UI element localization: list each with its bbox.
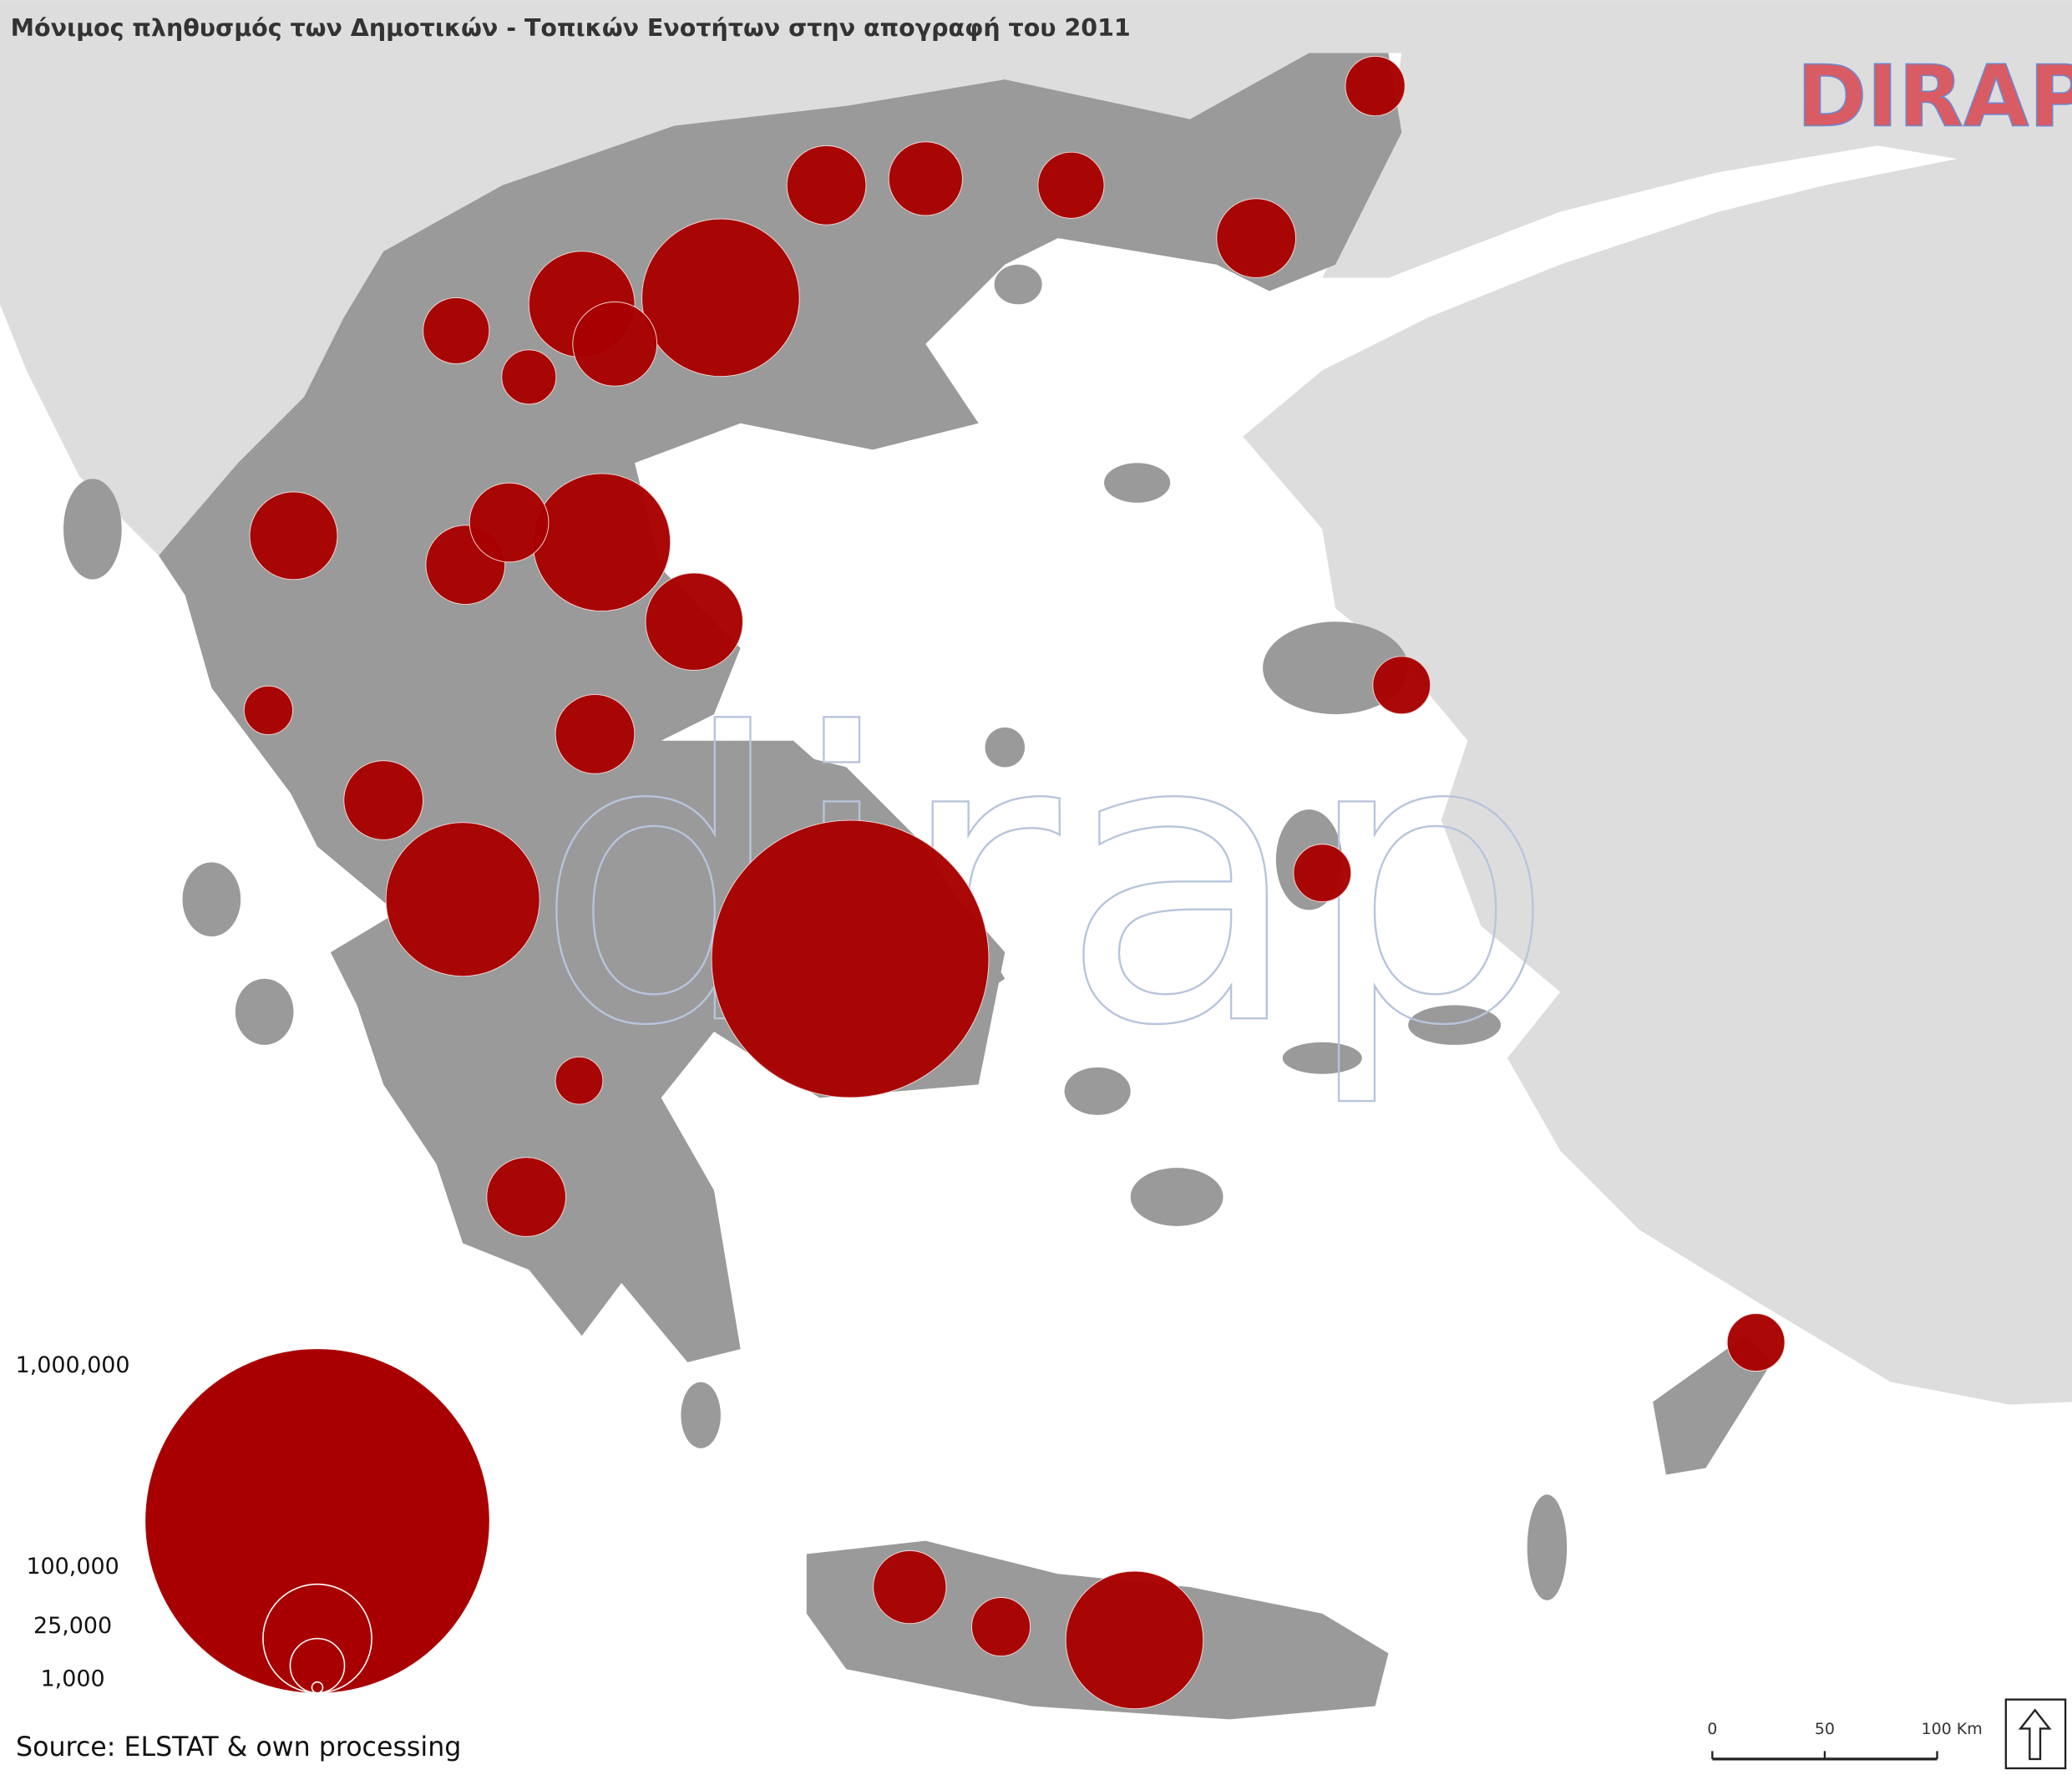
north-arrow xyxy=(2004,1698,2067,1770)
legend-label: 1,000 xyxy=(41,1666,105,1691)
legend-label: 100,000 xyxy=(26,1554,119,1580)
population-bubble xyxy=(641,218,800,378)
population-bubble xyxy=(385,822,540,977)
population-bubble xyxy=(249,491,338,581)
population-bubble xyxy=(555,693,636,774)
watermark: dirap xyxy=(534,651,1554,1113)
population-bubble xyxy=(469,482,550,563)
scale-label: 0 xyxy=(1707,1720,1717,1738)
population-bubble xyxy=(888,141,963,216)
population-bubble xyxy=(786,145,867,226)
population-bubble xyxy=(1216,198,1296,278)
legend-circle xyxy=(311,1681,324,1694)
legend-label: 1,000,000 xyxy=(16,1352,130,1378)
legend-circle xyxy=(145,1349,489,1693)
population-bubble xyxy=(1345,55,1406,117)
population-bubble xyxy=(1372,656,1431,715)
scale-label: 100 Km xyxy=(1922,1720,1983,1738)
scale-bar: 0 50 100 Km xyxy=(1707,1720,1983,1761)
population-bubble xyxy=(1293,844,1352,903)
map-title: Μόνιμος πληθυσμός των Δημοτικών - Τοπικώ… xyxy=(11,14,1131,42)
legend: 1,000,000 100,000 25,000 1,000 xyxy=(16,1349,489,1694)
population-bubble xyxy=(873,1549,947,1625)
source: Source: ELSTAT & own processing xyxy=(16,1732,461,1762)
logo: DIRAP xyxy=(1796,48,2072,146)
neighbour-land xyxy=(0,0,2072,1405)
population-bubble xyxy=(486,1157,567,1237)
population-bubble xyxy=(1065,1570,1204,1710)
population-bubble xyxy=(572,301,658,387)
population-bubble xyxy=(711,819,990,1098)
population-bubble xyxy=(532,473,671,612)
population-bubble xyxy=(501,349,557,405)
population-bubble xyxy=(645,572,743,671)
population-bubble xyxy=(1726,1313,1786,1372)
population-bubble xyxy=(423,297,490,365)
legend-label: 25,000 xyxy=(33,1613,112,1639)
population-bubble xyxy=(1037,151,1105,219)
scale-label: 50 xyxy=(1815,1720,1835,1738)
population-bubble xyxy=(243,685,293,735)
bubbles xyxy=(243,55,1786,1710)
population-bubble xyxy=(343,760,424,840)
population-bubble xyxy=(555,1056,604,1105)
population-bubble xyxy=(971,1597,1031,1657)
